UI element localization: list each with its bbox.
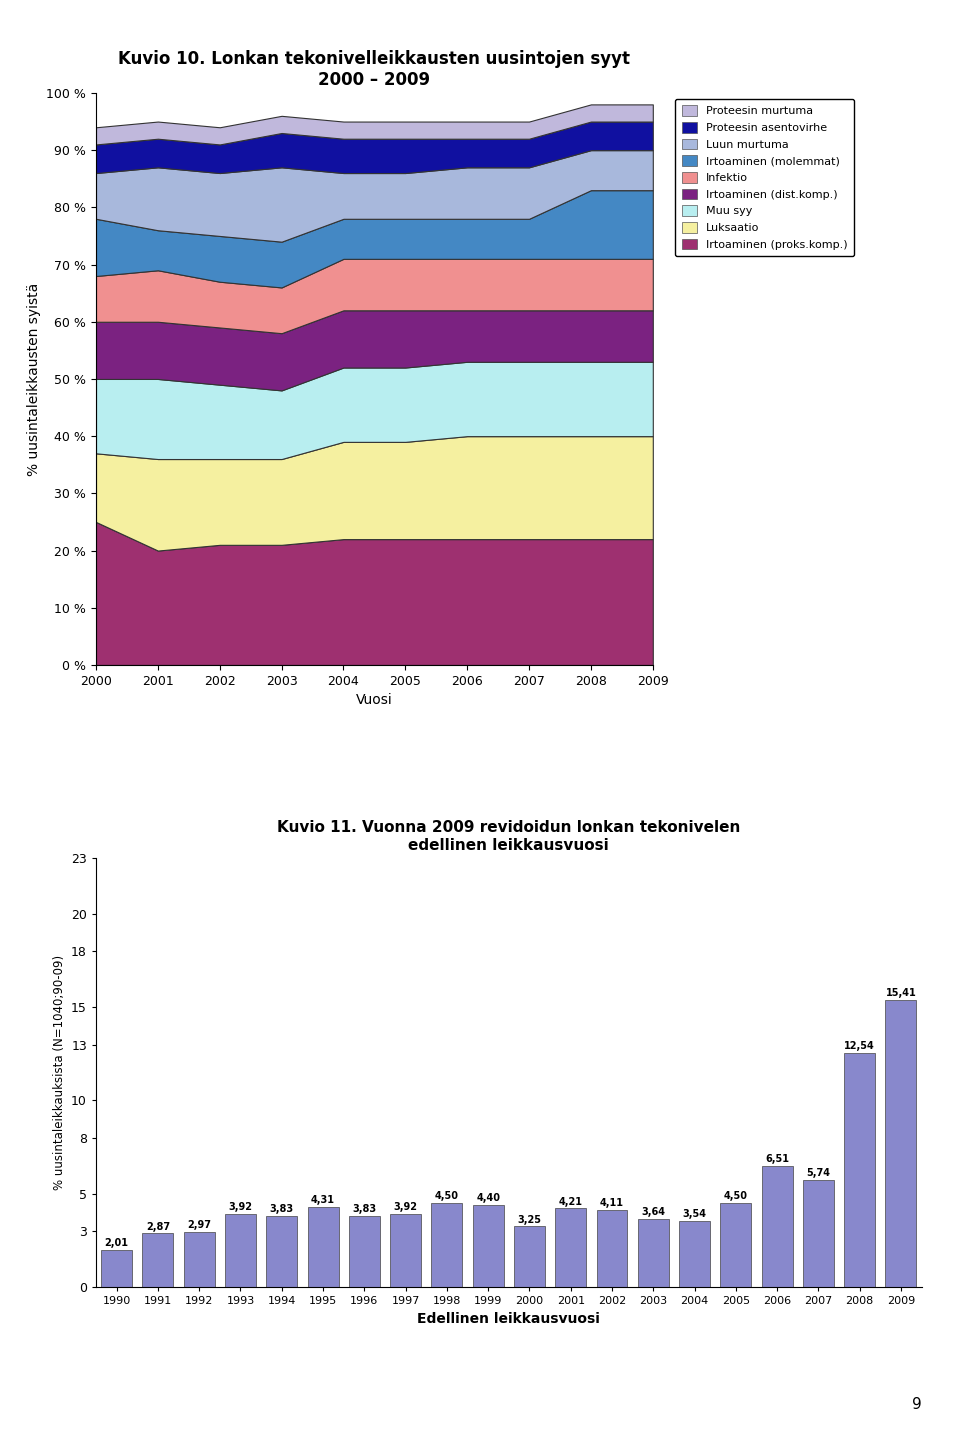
Bar — [637, 1220, 669, 1287]
Title: Kuvio 11. Vuonna 2009 revidoidun lonkan tekonivelen
edellinen leikkausvuosi: Kuvio 11. Vuonna 2009 revidoidun lonkan … — [277, 821, 740, 852]
Bar — [596, 1210, 628, 1287]
Text: 2,97: 2,97 — [187, 1220, 211, 1230]
Bar — [225, 1214, 256, 1287]
Text: 4,40: 4,40 — [476, 1193, 500, 1203]
Title: Kuvio 10. Lonkan tekonivelleikkausten uusintojen syyt
2000 – 2009: Kuvio 10. Lonkan tekonivelleikkausten uu… — [118, 50, 631, 89]
Bar — [431, 1203, 463, 1287]
Bar — [183, 1231, 215, 1287]
Text: 4,31: 4,31 — [311, 1194, 335, 1204]
Text: 2,01: 2,01 — [105, 1237, 129, 1247]
X-axis label: Edellinen leikkausvuosi: Edellinen leikkausvuosi — [418, 1311, 600, 1326]
Bar — [761, 1165, 793, 1287]
Text: 4,11: 4,11 — [600, 1198, 624, 1208]
Bar — [266, 1216, 298, 1287]
Text: 3,83: 3,83 — [270, 1204, 294, 1214]
Text: 3,92: 3,92 — [228, 1203, 252, 1213]
Bar — [390, 1214, 421, 1287]
Text: 3,64: 3,64 — [641, 1207, 665, 1217]
Bar — [844, 1052, 876, 1287]
Text: 12,54: 12,54 — [844, 1041, 876, 1051]
Text: 3,54: 3,54 — [683, 1210, 707, 1220]
Bar — [679, 1221, 710, 1287]
Text: 3,25: 3,25 — [517, 1214, 541, 1224]
Bar — [101, 1250, 132, 1287]
Text: 5,74: 5,74 — [806, 1168, 830, 1178]
Bar — [803, 1180, 834, 1287]
Text: 4,50: 4,50 — [435, 1191, 459, 1201]
Legend: Proteesin murtuma, Proteesin asentovirhe, Luun murtuma, Irtoaminen (molemmat), I: Proteesin murtuma, Proteesin asentovirhe… — [675, 99, 854, 256]
Text: 15,41: 15,41 — [885, 988, 917, 998]
Text: 9: 9 — [912, 1397, 922, 1411]
Bar — [720, 1203, 752, 1287]
Bar — [348, 1216, 380, 1287]
Bar — [307, 1207, 339, 1287]
Bar — [142, 1234, 174, 1287]
Y-axis label: % uusintaleikkauksista (N=1040;90-09): % uusintaleikkauksista (N=1040;90-09) — [53, 955, 65, 1190]
Bar — [885, 1000, 917, 1287]
Bar — [472, 1205, 504, 1287]
Text: 3,92: 3,92 — [394, 1203, 418, 1213]
Text: 4,50: 4,50 — [724, 1191, 748, 1201]
Text: 4,21: 4,21 — [559, 1197, 583, 1207]
Y-axis label: % uusintaleikkausten syistä: % uusintaleikkausten syistä — [27, 282, 41, 476]
Text: 2,87: 2,87 — [146, 1221, 170, 1231]
Text: 3,83: 3,83 — [352, 1204, 376, 1214]
Bar — [514, 1227, 545, 1287]
Bar — [555, 1208, 587, 1287]
X-axis label: Vuosi: Vuosi — [356, 694, 393, 708]
Text: 6,51: 6,51 — [765, 1154, 789, 1164]
